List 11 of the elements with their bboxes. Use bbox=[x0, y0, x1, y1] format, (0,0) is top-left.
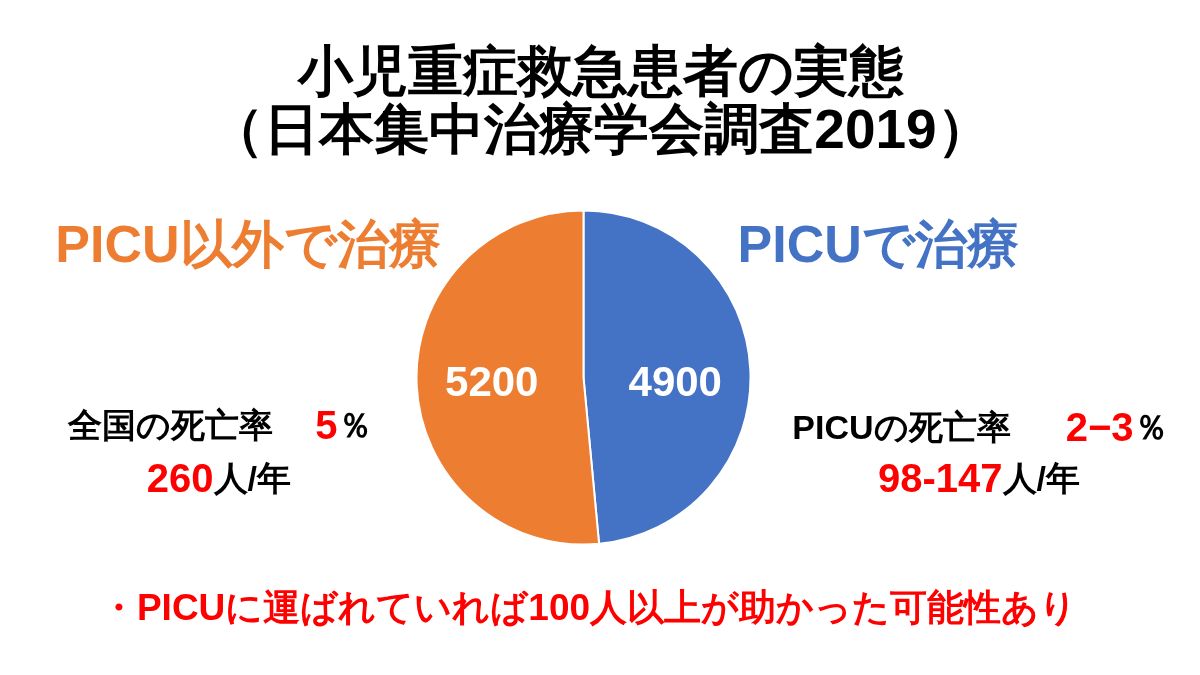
data-label: 4900 bbox=[628, 358, 722, 405]
text: 5％ bbox=[315, 402, 372, 447]
data-label: 5200 bbox=[445, 358, 539, 405]
text: 全国の死亡率 bbox=[66, 405, 273, 444]
text: ・PICUに運ばれていれば100人以上が助かった可能性あり bbox=[99, 587, 1078, 628]
text: 2−3％ bbox=[1065, 404, 1168, 449]
slice-label: PICUで治療 bbox=[737, 214, 1019, 273]
text: PICUの死亡率 bbox=[792, 407, 1011, 446]
text: 260人/年 bbox=[146, 455, 291, 500]
slice-label: PICU以外で治療 bbox=[55, 214, 441, 273]
text: 98-147人/年 bbox=[877, 455, 1080, 500]
